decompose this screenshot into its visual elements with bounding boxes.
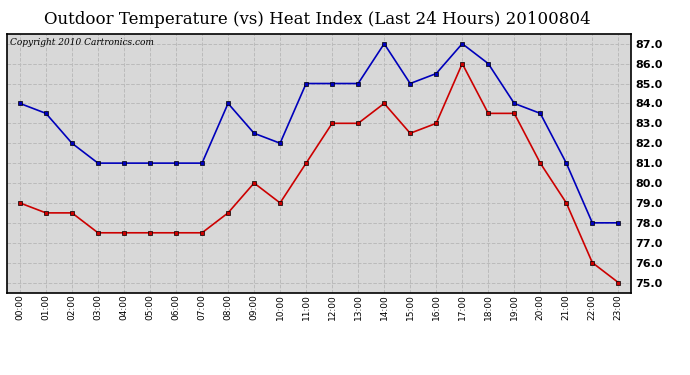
Text: Copyright 2010 Cartronics.com: Copyright 2010 Cartronics.com (10, 38, 154, 46)
Text: Outdoor Temperature (vs) Heat Index (Last 24 Hours) 20100804: Outdoor Temperature (vs) Heat Index (Las… (44, 11, 591, 28)
